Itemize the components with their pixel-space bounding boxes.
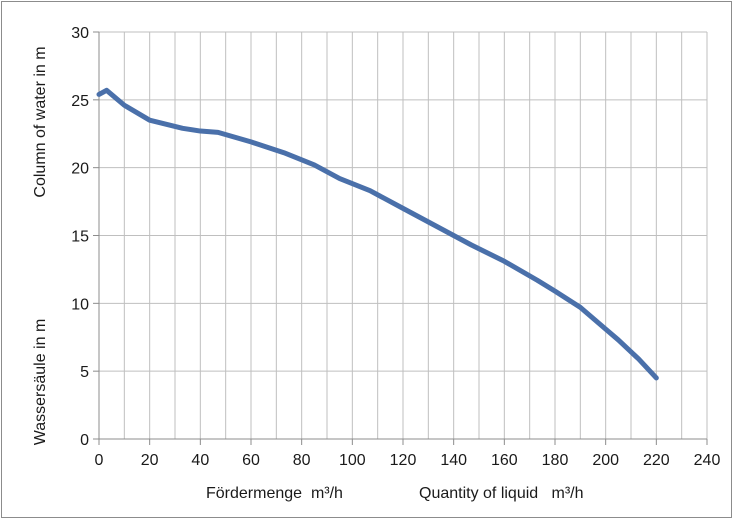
y-tick-label: 10 bbox=[71, 296, 89, 313]
x-tick-label: 240 bbox=[694, 452, 721, 469]
x-tick-label: 180 bbox=[542, 452, 569, 469]
x-tick-label: 0 bbox=[95, 452, 104, 469]
series-layer bbox=[96, 87, 659, 381]
y-axis-label-upper: Column of water in m bbox=[32, 46, 49, 197]
y-tick-label: 30 bbox=[71, 25, 89, 42]
x-tick-label: 140 bbox=[440, 452, 467, 469]
x-tick-label: 220 bbox=[643, 452, 670, 469]
x-tick-label: 60 bbox=[242, 452, 260, 469]
x-tick-label: 100 bbox=[339, 452, 366, 469]
x-axis-label-en: Quantity of liquid m³/h bbox=[419, 485, 584, 502]
y-tick-label: 20 bbox=[71, 161, 89, 178]
series-line bbox=[96, 87, 659, 381]
y-axis-label-lower: Wassersäule in m bbox=[32, 319, 49, 446]
x-tick-label: 80 bbox=[293, 452, 311, 469]
y-tick-label: 5 bbox=[80, 364, 89, 381]
x-tick-label: 160 bbox=[491, 452, 518, 469]
x-axis-label-de: Fördermenge m³/h bbox=[206, 485, 343, 502]
x-tick-label: 20 bbox=[141, 452, 159, 469]
x-tick-label: 200 bbox=[592, 452, 619, 469]
x-tick-label: 40 bbox=[191, 452, 209, 469]
axes bbox=[93, 31, 708, 445]
y-tick-label: 25 bbox=[71, 93, 89, 110]
tick-labels: 0 5 10 15 20 25 30 0 20 40 60 80 100 120 140 160 180 200 2… bbox=[71, 25, 720, 469]
y-tick-label: 0 bbox=[80, 432, 89, 449]
y-tick-label: 15 bbox=[71, 229, 89, 246]
grid bbox=[98, 31, 708, 440]
x-tick-label: 120 bbox=[390, 452, 417, 469]
